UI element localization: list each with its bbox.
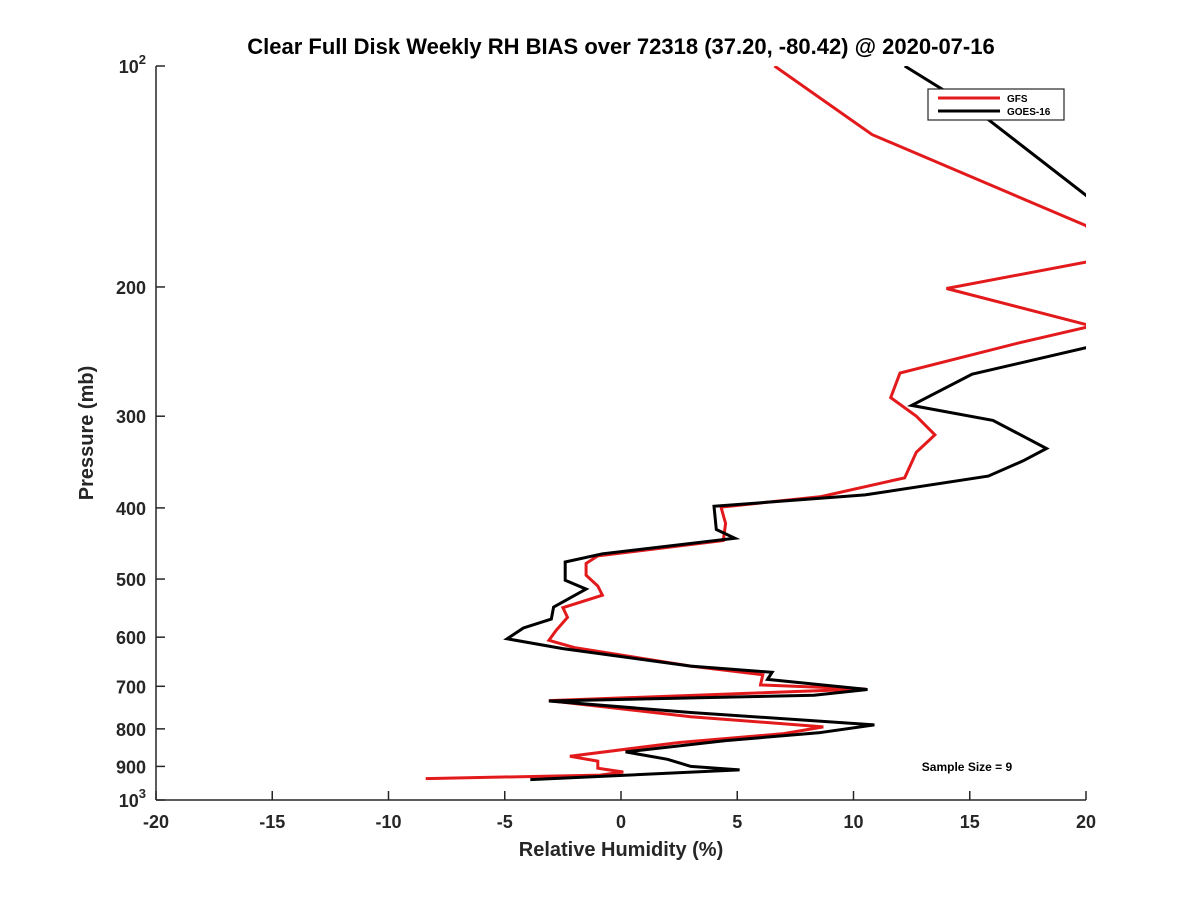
series-line-goes-16 (503, 66, 1086, 782)
series-line-gfs (425, 66, 1086, 781)
x-axis-label: Relative Humidity (%) (519, 839, 723, 861)
y-tick-label: 102 (119, 52, 146, 77)
y-tick-label: 300 (116, 407, 146, 427)
x-tick-label: 5 (732, 812, 742, 832)
plot-area (155, 66, 1086, 801)
legend-label-goes-16: GOES-16 (1007, 107, 1051, 118)
y-tick-label: 900 (116, 757, 146, 777)
x-tick-label: -10 (375, 812, 401, 832)
x-tick-label: 15 (960, 812, 980, 832)
series-layer (425, 66, 1086, 782)
x-tick-label: -15 (259, 812, 285, 832)
y-axis-label: Pressure (mb) (76, 366, 98, 501)
sample-size-annotation: Sample Size = 9 (922, 760, 1013, 774)
y-tick-label: 200 (116, 278, 146, 298)
x-tick-label: 0 (616, 812, 626, 832)
x-axis: -20 -15 -10 -5 0 5 10 15 20 (143, 791, 1096, 832)
x-tick-label: -5 (497, 812, 513, 832)
chart-title: Clear Full Disk Weekly RH BIAS over 7231… (247, 34, 994, 59)
y-tick-label: 800 (116, 720, 146, 740)
legend: GFS GOES-16 (927, 88, 1065, 121)
y-axis: 102 200 300 400 500 600 700 800 900 103 (116, 52, 165, 811)
y-tick-label: 103 (119, 786, 146, 811)
legend-box (927, 88, 1065, 121)
y-tick-label: 400 (116, 499, 146, 519)
x-tick-label: -20 (143, 812, 169, 832)
y-tick-label: 700 (116, 677, 146, 697)
y-tick-label: 600 (116, 628, 146, 648)
y-tick-label: 500 (116, 570, 146, 590)
legend-label-gfs: GFS (1007, 94, 1028, 105)
x-tick-label: 10 (843, 812, 863, 832)
x-tick-label: 20 (1076, 812, 1096, 832)
